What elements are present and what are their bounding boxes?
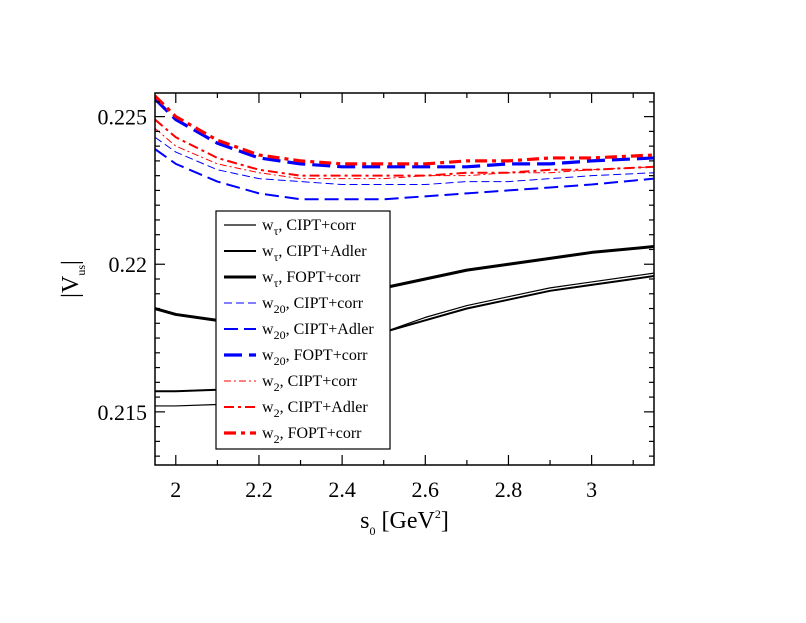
legend-weight-sub: 20 bbox=[274, 354, 286, 368]
y-axis-label: |Vus| bbox=[58, 260, 88, 298]
x-axis-label-rest: [GeV bbox=[376, 508, 436, 534]
legend-series-name: , FOPT+corr bbox=[280, 425, 363, 442]
x-tick-label: 2 bbox=[170, 477, 181, 502]
x-tick-label: 2.2 bbox=[245, 477, 273, 502]
legend-weight-sub: 2 bbox=[274, 406, 280, 420]
legend-entry-label: w20, CIPT+Adler bbox=[262, 321, 374, 342]
x-axis-label: s0 [GeV2] bbox=[360, 507, 449, 538]
y-tick-label: 0.22 bbox=[109, 252, 148, 277]
y-axis-label-main: |V bbox=[58, 275, 84, 298]
legend-entry-label: w2, FOPT+corr bbox=[262, 425, 362, 446]
legend-entry-label: wτ, FOPT+corr bbox=[262, 269, 361, 290]
y-axis-label-sub: us bbox=[74, 265, 88, 276]
legend-entry-label: wτ, CIPT+Adler bbox=[262, 243, 367, 264]
label-layer: s0 [GeV2]|Vus| bbox=[58, 260, 449, 538]
legend-weight: w bbox=[262, 425, 274, 442]
legend-series-name: , CIPT+corr bbox=[280, 373, 358, 390]
x-tick-label: 3 bbox=[586, 477, 597, 502]
y-tick-label: 0.225 bbox=[98, 105, 148, 130]
series-line-w2-cipt-corr bbox=[155, 128, 654, 180]
legend-weight: w bbox=[262, 399, 274, 416]
legend-weight: w bbox=[262, 373, 274, 390]
legend-weight: w bbox=[262, 243, 274, 260]
y-axis-label-end: | bbox=[58, 260, 84, 265]
x-axis-label-end: ] bbox=[441, 508, 449, 534]
series-line-w2-cipt-adler bbox=[155, 118, 654, 177]
legend-series-name: , CIPT+corr bbox=[286, 295, 364, 312]
legend-weight-sub: 2 bbox=[274, 432, 280, 446]
series-line-w20-fopt-corr bbox=[155, 97, 654, 169]
legend-series-name: , CIPT+Adler bbox=[286, 321, 375, 338]
series-line-w2-fopt-corr bbox=[155, 94, 654, 166]
legend-series-name: , FOPT+corr bbox=[286, 347, 369, 364]
x-axis-label-main: s bbox=[360, 508, 369, 534]
x-tick-label: 2.4 bbox=[328, 477, 356, 502]
series-line-w20-cipt-adler bbox=[155, 148, 654, 201]
legend-weight: w bbox=[262, 295, 274, 312]
x-axis-label-sup: 2 bbox=[435, 507, 441, 521]
legend-series-name: , FOPT+corr bbox=[278, 269, 361, 286]
legend-weight-sub: τ bbox=[274, 250, 279, 264]
legend-series-name: , CIPT+Adler bbox=[280, 399, 369, 416]
legend-entry-label: w2, CIPT+Adler bbox=[262, 399, 368, 420]
tick-layer: 2 2.2 2.4 2.6 2.8 3 0.215 0.22 0.225 bbox=[98, 93, 654, 502]
legend-weight-sub: τ bbox=[274, 276, 279, 290]
legend-weight: w bbox=[262, 347, 274, 364]
legend-weight: w bbox=[262, 217, 274, 234]
legend-weight-sub: 2 bbox=[274, 380, 280, 394]
legend-weight-sub: 20 bbox=[274, 328, 286, 342]
legend-series-name: , CIPT+corr bbox=[278, 217, 356, 234]
legend-weight-sub: τ bbox=[274, 224, 279, 238]
legend-weight-sub: 20 bbox=[274, 302, 286, 316]
legend-entry-label: wτ, CIPT+corr bbox=[262, 217, 357, 238]
x-tick-label: 2.6 bbox=[412, 477, 440, 502]
x-tick-label: 2.8 bbox=[495, 477, 523, 502]
legend-entry-label: w2, CIPT+corr bbox=[262, 373, 358, 394]
x-axis-label-sub: 0 bbox=[370, 524, 376, 538]
legend-entry-label: w20, FOPT+corr bbox=[262, 347, 368, 368]
legend-series-name: , CIPT+Adler bbox=[278, 243, 367, 260]
y-tick-label: 0.215 bbox=[98, 400, 148, 425]
legend-entry-label: w20, CIPT+corr bbox=[262, 295, 364, 316]
legend-weight: w bbox=[262, 269, 274, 286]
legend-weight: w bbox=[262, 321, 274, 338]
